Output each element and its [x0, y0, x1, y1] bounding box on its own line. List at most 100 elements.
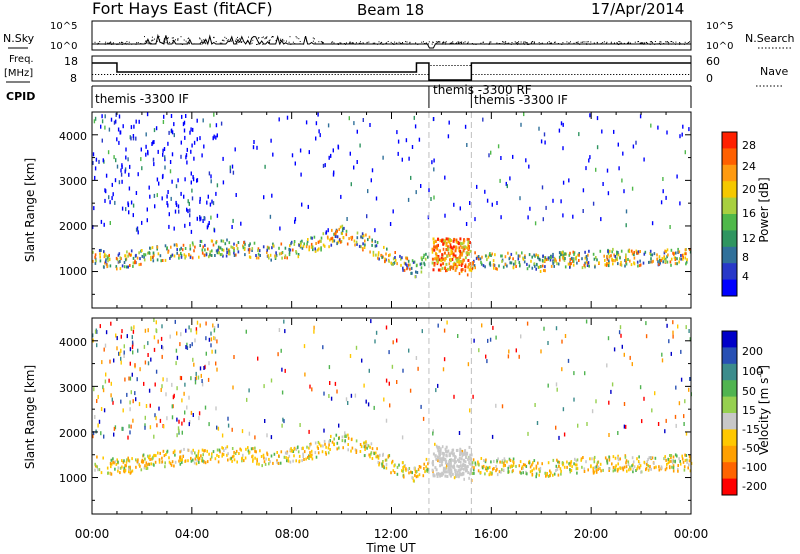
- scatter-cell: [637, 264, 639, 268]
- scatter-cell: [388, 254, 390, 258]
- scatter-cell: [108, 253, 110, 257]
- scatter-cell: [688, 329, 690, 333]
- nave-dot: [220, 74, 222, 75]
- nave-tick-bottom: 0: [706, 72, 713, 85]
- scatter-cell: [438, 446, 441, 450]
- scatter-cell: [210, 337, 213, 342]
- scatter-cell: [411, 259, 414, 263]
- scatter-cell: [673, 256, 676, 260]
- scatter-cell: [207, 223, 209, 228]
- scatter-cell: [610, 254, 612, 258]
- scatter-cell: [529, 465, 532, 469]
- nsearch-dot: [199, 38, 201, 40]
- nsearch-dot: [519, 43, 521, 45]
- scatter-cell: [660, 259, 662, 263]
- scatter-cell: [210, 174, 212, 179]
- power-ytick-2000: 2000: [59, 220, 87, 233]
- scatter-cell: [264, 419, 266, 423]
- nsearch-dot: [128, 41, 130, 43]
- scatter-cell: [116, 346, 118, 351]
- scatter-cell: [596, 145, 599, 150]
- nsearch-dot: [517, 42, 519, 43]
- scatter-cell: [255, 256, 258, 260]
- nsearch-dot: [348, 43, 350, 44]
- scatter-cell: [194, 245, 196, 249]
- scatter-cell: [231, 447, 234, 450]
- scatter-cell: [194, 457, 197, 461]
- scatter-cell: [432, 463, 435, 467]
- scatter-cell: [452, 253, 455, 257]
- nsearch-dot: [439, 41, 441, 43]
- scatter-cell: [566, 465, 568, 469]
- nsearch-dot: [618, 43, 620, 45]
- scatter-cell: [432, 431, 434, 436]
- scatter-cell: [135, 465, 137, 469]
- scatter-cell: [501, 404, 504, 409]
- nsearch-dot: [585, 43, 587, 45]
- nave-dot: [130, 74, 133, 75]
- scatter-cell: [262, 245, 265, 249]
- scatter-cell: [174, 319, 176, 324]
- scatter-cell: [531, 469, 533, 473]
- nsearch-dot: [289, 43, 291, 45]
- scatter-cell: [351, 446, 354, 450]
- scatter-cell: [92, 333, 94, 338]
- scatter-cell: [452, 239, 455, 243]
- scatter-cell: [218, 455, 220, 458]
- scatter-cell: [220, 121, 223, 126]
- nave-dot: [571, 74, 573, 75]
- scatter-cell: [436, 455, 439, 459]
- scatter-cell: [189, 344, 191, 348]
- scatter-cell: [596, 116, 599, 121]
- scatter-cell: [407, 259, 410, 263]
- scatter-cell: [179, 248, 181, 252]
- scatter-cell: [278, 454, 280, 458]
- nsearch-dot: [230, 40, 232, 42]
- scatter-cell: [219, 246, 222, 250]
- nsearch-dot: [272, 36, 273, 37]
- scatter-cell: [182, 455, 184, 458]
- scatter-cell: [381, 462, 383, 466]
- scatter-cell: [154, 413, 156, 418]
- scatter-cell: [127, 458, 130, 462]
- vel-cbar-tick-15: 15: [742, 404, 756, 417]
- scatter-cell: [112, 400, 114, 405]
- nsearch-dot: [467, 43, 469, 45]
- scatter-cell: [572, 214, 574, 219]
- scatter-cell: [394, 251, 396, 254]
- nsky-tick-top-left: 10^5: [50, 21, 77, 32]
- scatter-cell: [147, 341, 149, 346]
- nsearch-dot: [541, 42, 543, 44]
- scatter-cell: [469, 241, 471, 245]
- scatter-cell: [434, 240, 437, 243]
- nave-dot: [634, 74, 636, 75]
- scatter-cell: [147, 454, 149, 458]
- scatter-cell: [401, 256, 403, 260]
- scatter-cell: [325, 445, 327, 449]
- scatter-cell: [677, 464, 679, 467]
- scatter-cell: [180, 140, 182, 145]
- scatter-cell: [185, 114, 187, 118]
- scatter-cell: [491, 471, 493, 475]
- scatter-cell: [507, 251, 509, 255]
- nsearch-dot: [628, 42, 630, 44]
- scatter-cell: [141, 254, 144, 258]
- scatter-cell: [306, 445, 308, 449]
- scatter-cell: [574, 457, 576, 461]
- scatter-cell: [297, 445, 299, 449]
- nsearch-dot: [221, 39, 223, 41]
- scatter-cell: [608, 467, 610, 471]
- scatter-cell: [233, 450, 235, 454]
- scatter-cell: [662, 189, 664, 194]
- nsearch-dot: [151, 39, 153, 41]
- scatter-cell: [216, 425, 218, 430]
- scatter-cell: [199, 366, 202, 371]
- scatter-cell: [527, 431, 529, 436]
- scatter-cell: [661, 352, 663, 357]
- power-ytick-1000: 1000: [59, 265, 87, 278]
- scatter-cell: [385, 378, 388, 383]
- scatter-cell: [543, 132, 546, 137]
- scatter-cell: [607, 191, 610, 196]
- scatter-cell: [329, 381, 331, 385]
- scatter-cell: [320, 246, 322, 250]
